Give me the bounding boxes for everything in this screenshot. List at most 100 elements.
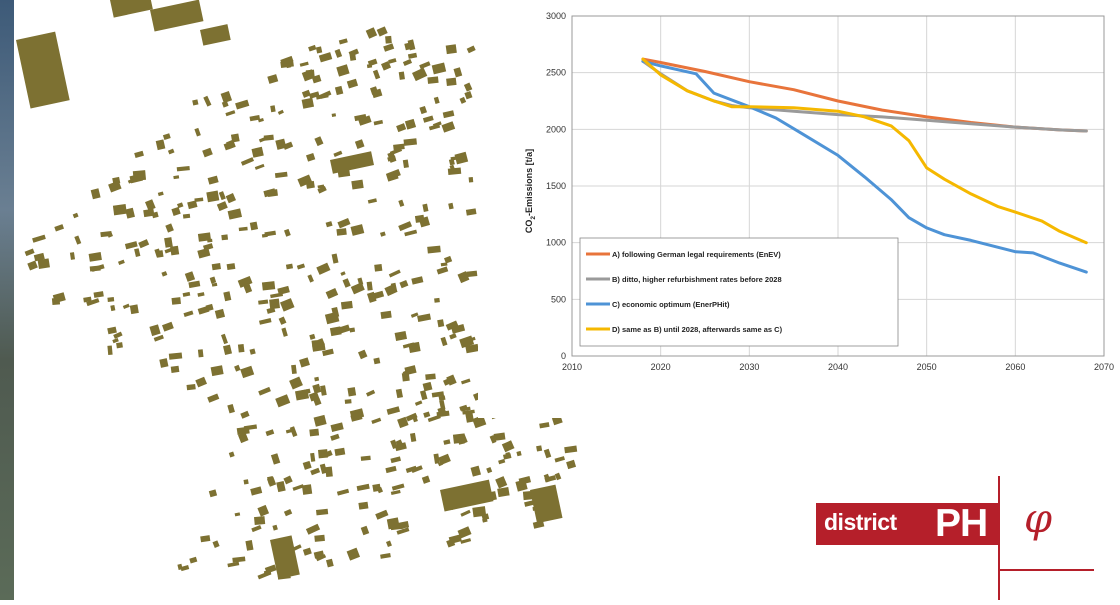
building — [277, 285, 290, 295]
building — [164, 237, 173, 248]
building — [203, 95, 212, 107]
building — [444, 255, 453, 264]
building — [33, 252, 45, 262]
building — [398, 221, 413, 232]
building — [472, 415, 487, 429]
building — [308, 44, 317, 52]
building — [418, 216, 431, 228]
building — [394, 442, 407, 452]
building — [164, 247, 175, 254]
building — [261, 233, 268, 238]
building — [266, 307, 276, 314]
building — [301, 89, 311, 98]
building — [202, 147, 213, 158]
building — [459, 404, 468, 411]
building — [460, 538, 472, 544]
building — [357, 349, 368, 360]
building — [447, 167, 462, 175]
building — [432, 121, 442, 128]
building — [221, 234, 229, 241]
building — [314, 136, 324, 147]
building — [301, 484, 313, 495]
building — [225, 193, 237, 204]
building — [317, 185, 327, 194]
series-line-0 — [641, 57, 1088, 133]
building — [419, 105, 428, 115]
building — [291, 364, 297, 375]
building — [516, 450, 522, 457]
chart-panel: 0 500 1000 1500 2000 2500 3000 2010 2020 2030 2040… — [478, 0, 1120, 418]
building — [440, 262, 448, 267]
building — [466, 270, 478, 278]
building — [122, 303, 130, 310]
building — [234, 512, 241, 517]
building — [149, 324, 161, 337]
building — [336, 64, 350, 77]
building — [404, 118, 417, 130]
building — [398, 520, 410, 530]
building — [337, 218, 351, 229]
building — [387, 155, 397, 162]
building — [390, 439, 398, 450]
building — [380, 231, 386, 237]
building — [351, 179, 364, 190]
building — [182, 291, 191, 297]
building — [524, 499, 536, 507]
building — [171, 206, 181, 216]
building — [249, 348, 256, 355]
building — [320, 385, 327, 396]
building — [331, 113, 337, 117]
building — [350, 282, 365, 295]
logo-mark: PH — [935, 502, 988, 545]
building — [165, 223, 174, 233]
building — [283, 508, 293, 517]
y-tick-label: 1000 — [546, 238, 566, 248]
building — [454, 151, 469, 165]
building — [269, 298, 280, 310]
building — [267, 189, 278, 197]
x-tick-label: 2050 — [917, 362, 937, 372]
building — [125, 207, 135, 219]
building — [468, 177, 474, 183]
building — [315, 46, 323, 54]
building — [150, 0, 204, 32]
building — [566, 459, 577, 470]
building — [330, 151, 374, 174]
building — [372, 69, 381, 80]
building — [334, 447, 346, 457]
building — [338, 38, 348, 45]
building — [349, 327, 356, 333]
building — [202, 243, 214, 251]
y-tick-label: 0 — [561, 351, 566, 361]
building — [448, 534, 462, 544]
x-tick-label: 2040 — [828, 362, 848, 372]
building — [433, 96, 440, 104]
building — [301, 97, 315, 109]
building — [292, 484, 304, 491]
building — [118, 259, 125, 265]
building — [168, 352, 183, 360]
building — [433, 453, 440, 464]
building — [380, 310, 392, 319]
building — [411, 67, 428, 82]
building — [171, 297, 181, 305]
building — [275, 394, 291, 408]
building — [442, 110, 455, 119]
building — [107, 232, 113, 238]
building — [316, 508, 329, 516]
building — [385, 540, 392, 548]
building — [358, 501, 369, 510]
building — [228, 451, 235, 458]
building — [564, 445, 578, 454]
building — [176, 166, 190, 172]
building — [155, 139, 166, 151]
building — [210, 365, 224, 377]
building — [334, 85, 344, 96]
building — [437, 461, 444, 467]
building — [317, 184, 325, 189]
building — [405, 465, 418, 474]
building — [116, 342, 123, 349]
building — [218, 191, 226, 201]
building — [465, 343, 479, 354]
